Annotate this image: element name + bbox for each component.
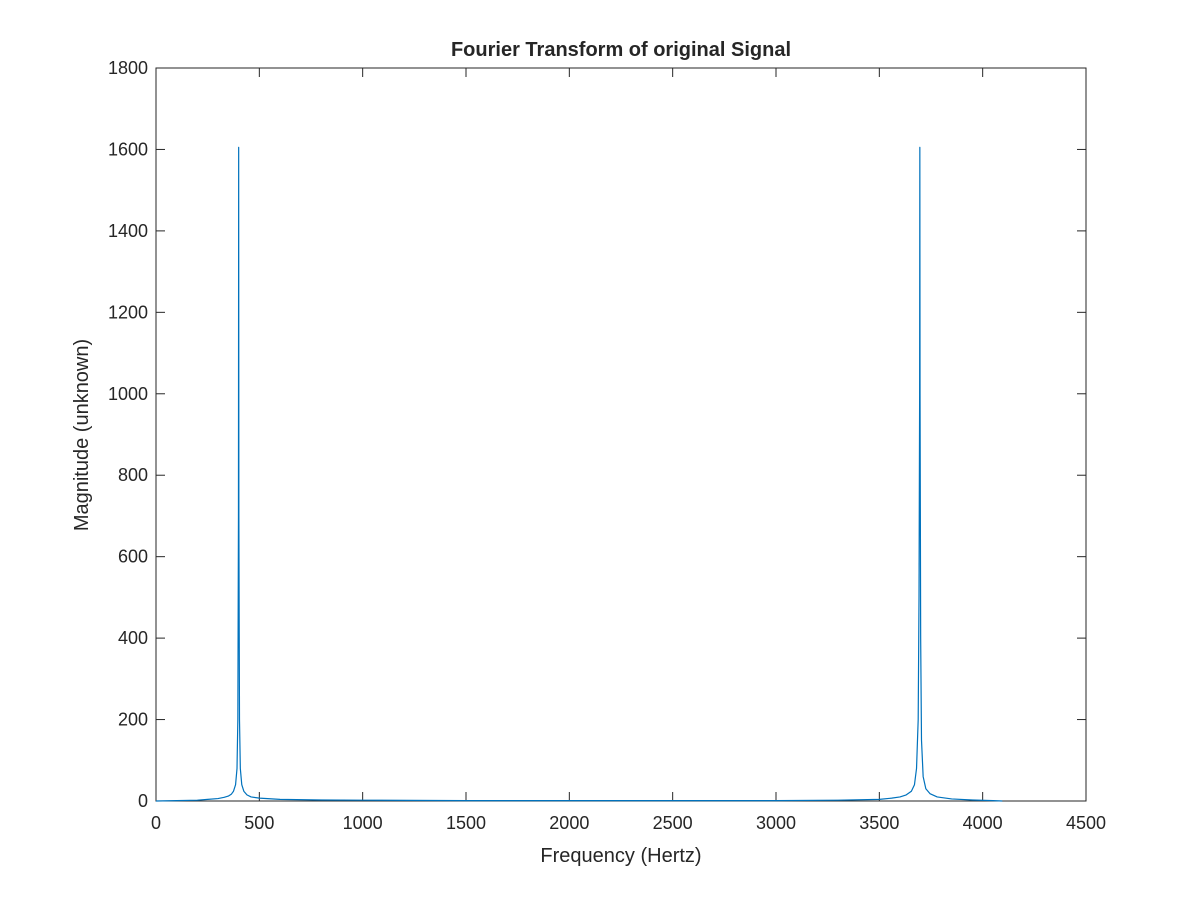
y-tick-label: 1400	[108, 221, 148, 241]
y-tick-label: 1600	[108, 139, 148, 159]
x-tick-label: 500	[244, 813, 274, 833]
x-tick-label: 2500	[653, 813, 693, 833]
y-tick-label: 800	[118, 465, 148, 485]
series-line	[155, 146, 1003, 802]
y-tick-label: 200	[118, 710, 148, 730]
x-tick-label: 3500	[859, 813, 899, 833]
x-tick-label: 4500	[1066, 813, 1106, 833]
y-tick-label: 600	[118, 547, 148, 567]
x-tick-label: 0	[151, 813, 161, 833]
y-axis-label: Magnitude (unknown)	[71, 339, 93, 531]
y-ticks: 0 200 400 600 800 1000 1200 1400 1600 1800	[108, 58, 1086, 811]
plot-area	[155, 67, 1087, 802]
x-axis-label: Frequency (Hertz)	[540, 845, 701, 867]
x-ticks: 0 500 1000 1500 2000 2500 3000 3500 4000 4500	[151, 68, 1106, 833]
x-tick-label: 4000	[963, 813, 1003, 833]
y-tick-label: 1000	[108, 384, 148, 404]
x-tick-label: 1000	[343, 813, 383, 833]
y-tick-label: 0	[138, 791, 148, 811]
chart-title: Fourier Transform of original Signal	[451, 39, 791, 61]
x-tick-label: 1500	[446, 813, 486, 833]
y-tick-label: 1200	[108, 302, 148, 322]
x-tick-label: 3000	[756, 813, 796, 833]
y-tick-label: 400	[118, 628, 148, 648]
y-tick-label: 1800	[108, 58, 148, 78]
x-tick-label: 2000	[549, 813, 589, 833]
